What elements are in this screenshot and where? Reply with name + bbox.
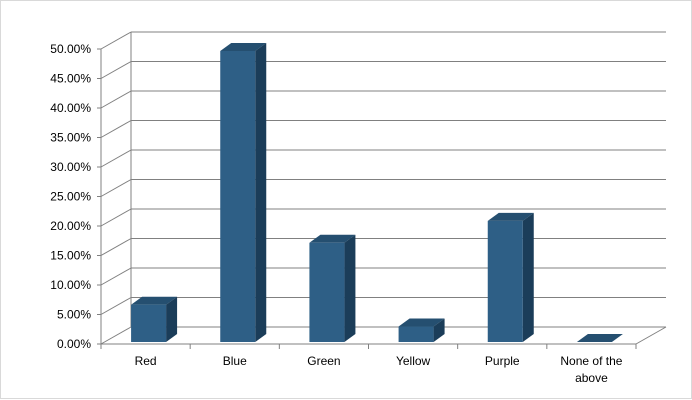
bar-top-face (131, 296, 178, 305)
bar-front-face (487, 220, 523, 342)
y-tick-label: 25.00% (50, 190, 91, 204)
floor-right-edge (635, 326, 667, 345)
y-axis-tick-labels: 0.00% 5.00% 10.00% 15.00% 20.00% 25.00% 30.00%… (50, 42, 91, 351)
bar-front-face (309, 242, 345, 342)
bar (398, 318, 445, 342)
gridline-depth (100, 31, 132, 50)
bar-top-face (398, 318, 445, 327)
bar-top-face (309, 234, 356, 243)
gridline-depth (100, 297, 132, 315)
gridline-depth (100, 208, 132, 227)
y-tick-label: 0.00% (57, 337, 91, 351)
y-tick-label: 15.00% (50, 249, 91, 263)
bar-front-face (398, 326, 434, 342)
x-category-label: None of the (560, 354, 622, 368)
bar (220, 43, 267, 342)
x-category-label: Blue (223, 354, 247, 368)
gridline-depth (100, 238, 132, 256)
gridline-depth (100, 179, 132, 197)
bar (487, 212, 534, 342)
x-category-label: above (575, 371, 608, 385)
y-tick-label: 40.00% (50, 101, 91, 115)
x-category-label: Red (135, 354, 157, 368)
gridline-depth (100, 61, 132, 79)
y-tick-label: 30.00% (50, 160, 91, 174)
bar (131, 296, 178, 342)
bar-top-face (220, 43, 267, 51)
y-tick-label: 45.00% (50, 72, 91, 86)
bar-side-face (166, 296, 178, 342)
bars (131, 43, 623, 342)
x-category-label: Green (307, 354, 340, 368)
x-category-label: Purple (485, 354, 520, 368)
gridlines (100, 31, 666, 345)
bar (309, 234, 356, 342)
y-tick-label: 10.00% (50, 278, 91, 292)
y-tick-label: 35.00% (50, 131, 91, 145)
axes (97, 32, 667, 349)
gridline-depth (100, 267, 132, 286)
bar-front-face (220, 51, 256, 342)
bar-side-face (344, 234, 356, 342)
bar-side-face (433, 318, 445, 342)
bar-side-face (522, 212, 534, 342)
gridline-depth (100, 149, 132, 168)
x-category-label: Yellow (396, 354, 431, 368)
bar (576, 334, 623, 342)
gridline-depth (100, 326, 132, 345)
gridline-depth (100, 120, 132, 138)
bar-top-face (576, 334, 623, 342)
y-tick-label: 50.00% (50, 42, 91, 56)
bar-top-face (487, 212, 534, 221)
bar-front-face (131, 304, 167, 342)
x-axis-category-labels: Red Blue Green Yellow Purple None of the above (135, 354, 623, 385)
y-tick-label: 5.00% (57, 308, 91, 322)
bar-side-face (255, 43, 267, 342)
gridline-depth (100, 90, 132, 109)
y-tick-label: 20.00% (50, 219, 91, 233)
